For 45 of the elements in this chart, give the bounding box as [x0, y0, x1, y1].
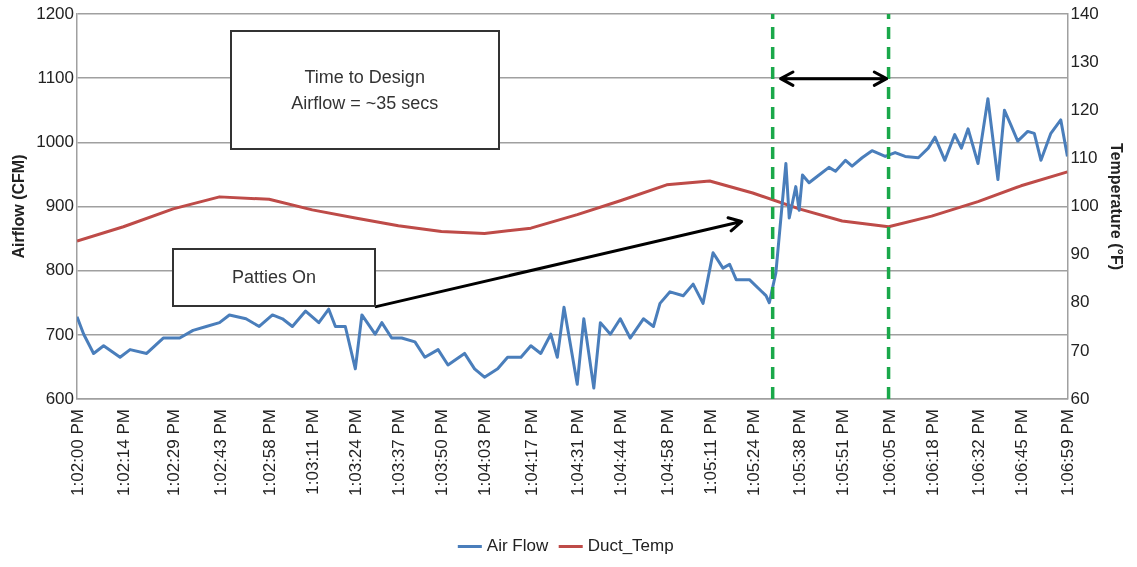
- x-tick-label: 1:03:24 PM: [346, 409, 366, 496]
- y2-tick-label: 90: [1070, 244, 1090, 264]
- x-tick-label: 1:02:43 PM: [210, 409, 230, 496]
- x-tick-label: 1:03:11 PM: [303, 409, 323, 495]
- y2-axis-title: Temperature (°F): [1107, 142, 1125, 271]
- x-tick-label: 1:04:03 PM: [475, 409, 495, 496]
- y-tick-label: 1000: [36, 132, 75, 152]
- x-tick-label: 1:02:14 PM: [114, 409, 134, 496]
- y-tick-label: 600: [45, 388, 75, 408]
- x-tick-label: 1:03:50 PM: [432, 409, 452, 496]
- y2-tick-label: 100: [1070, 196, 1099, 216]
- x-tick-label: 1:04:44 PM: [611, 409, 631, 496]
- y2-tick-label: 70: [1070, 340, 1090, 360]
- legend-label: Duct_Temp: [587, 536, 674, 556]
- y-tick-label: 900: [45, 196, 75, 216]
- x-tick-label: 1:05:11 PM: [700, 409, 720, 495]
- x-tick-label: 1:02:58 PM: [260, 409, 280, 496]
- x-tick-label: 1:06:59 PM: [1058, 409, 1078, 496]
- x-tick-label: 1:04:58 PM: [657, 409, 677, 496]
- y2-tick-label: 60: [1070, 388, 1090, 408]
- y-tick-label: 700: [45, 324, 75, 344]
- x-tick-label: 1:04:17 PM: [521, 409, 541, 496]
- y-axis-title: Airflow (CFM): [10, 154, 28, 259]
- x-tick-label: 1:05:38 PM: [790, 409, 810, 496]
- y2-tick-label: 140: [1070, 3, 1099, 23]
- x-tick-label: 1:04:31 PM: [568, 409, 588, 496]
- x-tick-label: 1:06:32 PM: [969, 409, 989, 496]
- text-box: Patties On: [172, 248, 377, 307]
- y2-tick-label: 80: [1070, 292, 1090, 312]
- x-tick-label: 1:02:29 PM: [164, 409, 184, 496]
- x-tick-label: 1:03:37 PM: [389, 409, 409, 496]
- y2-tick-label: 120: [1070, 99, 1099, 119]
- x-tick-label: 1:05:24 PM: [743, 409, 763, 496]
- x-tick-label: 1:06:05 PM: [879, 409, 899, 496]
- y2-tick-label: 110: [1070, 148, 1098, 168]
- x-tick-label: 1:02:00 PM: [68, 409, 88, 496]
- y-tick-label: 1100: [37, 67, 75, 87]
- text-box: Time to Design Airflow = ~35 secs: [229, 30, 500, 150]
- y-tick-label: 1200: [36, 3, 75, 23]
- x-tick-label: 1:06:45 PM: [1012, 409, 1032, 496]
- y-tick-label: 800: [45, 260, 75, 280]
- y2-tick-label: 130: [1070, 51, 1099, 71]
- x-tick-label: 1:06:18 PM: [922, 409, 942, 496]
- x-tick-label: 1:05:51 PM: [833, 409, 853, 496]
- legend-label: Air Flow: [486, 536, 549, 556]
